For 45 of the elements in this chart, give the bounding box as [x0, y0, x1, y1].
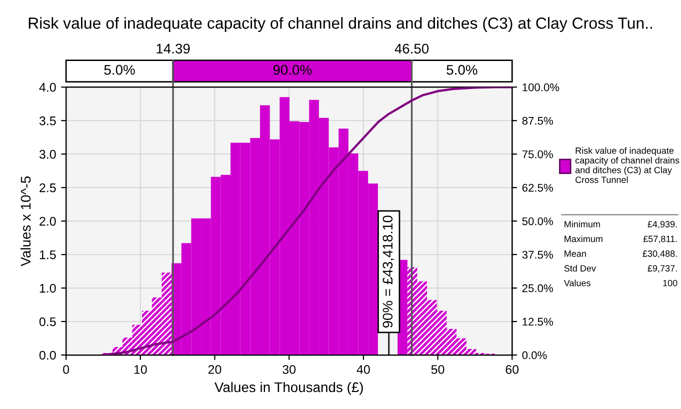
y-tick-label: 0.5 [39, 317, 56, 326]
y-tick-label: 2.0 [40, 216, 56, 226]
y-tick-label: 3.0 [39, 150, 56, 159]
y2-tick-label: 50.0% [522, 217, 553, 226]
y2-tick-label: 75.0% [522, 150, 553, 158]
x-tick-label: 50 [431, 365, 444, 374]
x-tick-label: 40 [356, 365, 370, 374]
y-tick-label: 3.5 [39, 116, 56, 126]
y-tick-label: 2.5 [40, 183, 56, 192]
y-tick-label: 4.0 [39, 82, 56, 92]
y2-tick-label: 62.5% [522, 184, 553, 192]
text: Minimum [564, 220, 600, 228]
text: Mean [564, 250, 586, 257]
ref-line-label: 46.50 [394, 44, 429, 54]
text: Maximum [564, 235, 602, 242]
y-tick-label: 1.0 [40, 284, 56, 293]
ref-line-label: 14.39 [156, 44, 190, 54]
y2-tick-label: 100.0% [522, 83, 560, 92]
y-tick-label: 1.5 [40, 250, 56, 260]
text: £57,811. [643, 236, 677, 244]
text: £30,488. [642, 250, 677, 258]
text: Std Dev [564, 264, 596, 272]
x-axis-title: Values in Thousands (£) [214, 382, 363, 395]
text: 100 [663, 280, 678, 286]
text: 5.0% [104, 64, 135, 75]
x-tick-label: 10 [134, 365, 147, 374]
text: £4,939. [648, 220, 677, 228]
text: £9,737. [648, 265, 677, 273]
chart-title: Risk value of inadequate capacity of channel drains and ditches (C3) at Clay Cross Tun.. [28, 17, 652, 32]
legend-label: Risk value of inadequate capacity of channel drains and ditches (C3) at Clay Cross Tunnel [575, 147, 680, 183]
y2-tick-label: 87.5% [522, 116, 553, 125]
x-tick-label: 30 [282, 365, 296, 374]
y2-tick-label: 25.0% [522, 284, 553, 292]
y-axis-title: Values x 10^-5 [20, 176, 31, 266]
ref-line-label: 90% = £43,418.10 [382, 216, 394, 328]
y-tick-label: 0.0 [39, 350, 56, 360]
y2-tick-label: 37.5% [522, 250, 553, 259]
x-tick-label: 0 [63, 365, 70, 374]
text: 5.0% [446, 64, 478, 75]
y2-tick-label: 12.5% [522, 318, 553, 326]
text: Values [564, 280, 590, 286]
x-tick-label: 60 [506, 365, 519, 374]
y2-tick-label: 0.0% [522, 351, 547, 360]
text: 90.0% [273, 64, 312, 75]
x-tick-label: 20 [208, 365, 222, 374]
